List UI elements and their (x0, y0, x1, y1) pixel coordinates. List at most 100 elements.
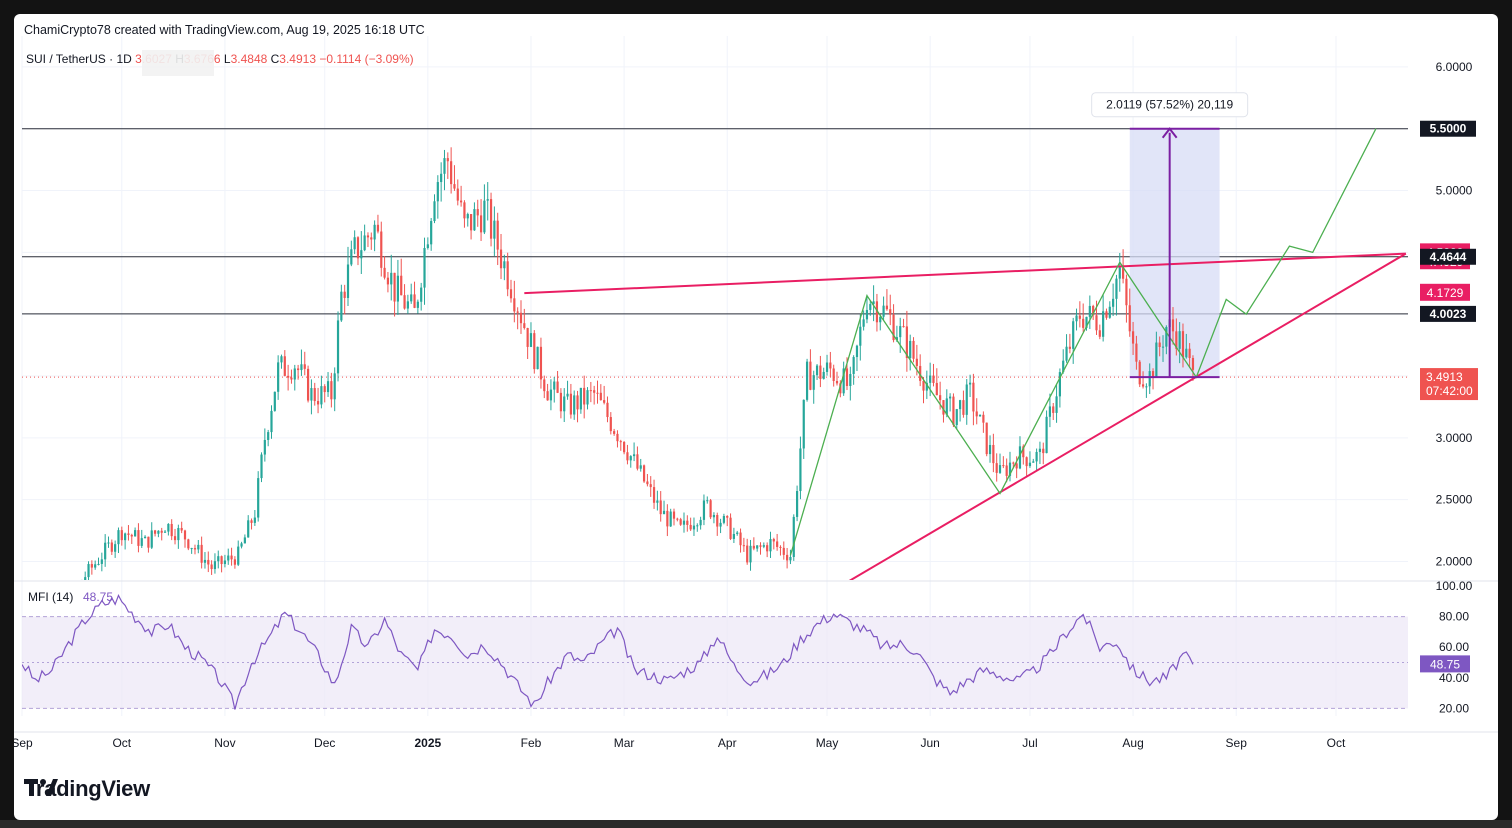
time-axis-tick: Sep (14, 736, 33, 750)
candle-up (353, 237, 356, 250)
candle-down (672, 511, 676, 519)
candle-down (613, 431, 616, 434)
candle-up (163, 531, 167, 533)
candle-up (998, 465, 1002, 473)
candle-down (513, 298, 516, 312)
candle-up (988, 444, 992, 455)
candle-up (31, 609, 33, 611)
candle-down (619, 441, 622, 443)
candle-up (430, 221, 433, 245)
candle-up (722, 516, 726, 523)
time-axis-tick: Jun (920, 736, 939, 750)
candle-down (576, 395, 579, 410)
candle-up (240, 543, 243, 547)
chart-svg[interactable]: 2.0119 (57.52%) 20,119 SUI / TetherUS · 1… (14, 14, 1498, 820)
candle-up (536, 346, 539, 370)
tradingview-logo[interactable]: TradingView (24, 776, 150, 802)
mfi-line (22, 593, 1194, 710)
candle-down (370, 237, 373, 240)
candle-up (1008, 462, 1012, 476)
candle-up (629, 456, 632, 461)
candle-up (632, 454, 636, 457)
legend-low-label: L (221, 52, 231, 66)
candle-up (326, 381, 330, 393)
candle-down (207, 559, 210, 565)
candle-up (1115, 278, 1118, 299)
candle-down (1188, 348, 1191, 358)
candle-down (809, 361, 812, 390)
candle-up (1065, 346, 1068, 361)
candle-down (726, 516, 729, 518)
legend-close-label: C (267, 52, 279, 66)
candle-up (1072, 321, 1075, 349)
candle-up (1088, 305, 1091, 317)
time-axis-tick: Mar (614, 736, 635, 750)
candle-down (1141, 384, 1145, 387)
candle-down (593, 390, 596, 393)
candle-up (799, 448, 802, 492)
candle-down (829, 362, 832, 369)
candle-down (1082, 318, 1085, 328)
candle-down (469, 214, 473, 231)
candle-down (283, 356, 286, 376)
tradingview-logo-icon (24, 779, 58, 796)
candle-up (223, 560, 227, 565)
candle-down (1105, 311, 1108, 318)
candle-down (1138, 361, 1141, 385)
candle-up (882, 305, 885, 317)
candle-up (104, 542, 107, 560)
candle-up (213, 561, 217, 570)
candle-up (736, 532, 739, 534)
candle-up (134, 530, 137, 537)
candle-down (1015, 463, 1018, 469)
time-axis-tick: Feb (521, 736, 542, 750)
candle-down (609, 417, 612, 432)
measure-box (1129, 128, 1220, 378)
candle-up (702, 500, 706, 520)
candle-down (962, 400, 965, 415)
candle-down (1002, 465, 1005, 467)
candle-down (526, 327, 529, 347)
mfi-value: 48.75 (83, 590, 113, 604)
candle-down (709, 500, 712, 518)
candle-up (157, 530, 160, 534)
candle-down (187, 539, 190, 549)
candle-up (203, 559, 207, 563)
candle-up (869, 304, 872, 310)
candle-down (546, 391, 549, 401)
candle-down (1042, 448, 1045, 454)
candle-up (253, 517, 256, 523)
candle-up (77, 581, 79, 586)
candle-up (692, 525, 696, 530)
candle-up (97, 563, 100, 565)
candle-down (922, 380, 925, 391)
candle-down (646, 481, 649, 485)
upper-trendline (524, 252, 1406, 295)
candle-up (968, 382, 972, 385)
mfi-axis-tick: 20.00 (1439, 701, 1469, 715)
candle-up (336, 320, 340, 374)
time-axis-tick: Oct (112, 736, 131, 750)
candle-up (94, 564, 97, 568)
candle-down (110, 542, 113, 552)
candle-up (124, 533, 127, 541)
candle-down (376, 224, 380, 232)
candle-up (812, 375, 815, 390)
candle-up (712, 514, 716, 518)
candle-down (746, 545, 749, 563)
candle-up (87, 564, 90, 578)
candle-up (493, 220, 496, 239)
candle-down (995, 463, 998, 473)
candle-down (313, 388, 316, 402)
candle-down (985, 422, 988, 455)
candle-up (756, 545, 759, 549)
candle-up (762, 545, 765, 547)
candle-down (1151, 371, 1155, 378)
candle-down (1121, 267, 1125, 279)
candle-up (945, 398, 948, 415)
candle-up (363, 235, 366, 251)
candle-up (958, 400, 962, 410)
candle-up (280, 356, 283, 363)
mfi-value-label: 48.75 (1430, 657, 1460, 671)
candle-up (802, 399, 805, 449)
